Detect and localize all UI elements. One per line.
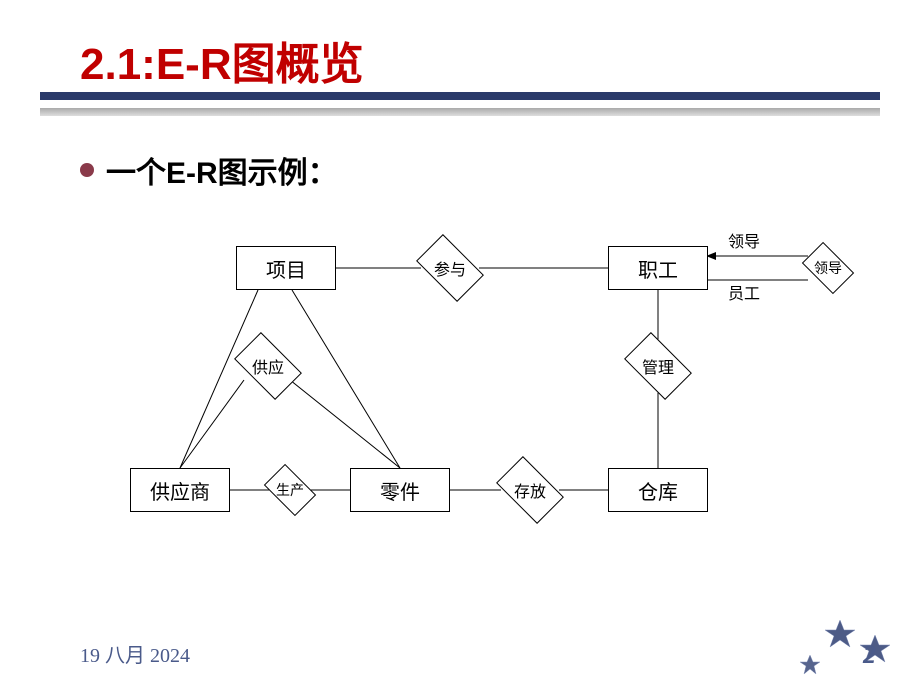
footer-date: 19 八月 2024	[80, 639, 190, 668]
entity-warehouse: 仓库	[608, 468, 708, 512]
slide-title: 2.1:E-R图概览	[80, 28, 364, 92]
relationship-participate: 参与	[416, 234, 484, 302]
entity-employee: 职工	[608, 246, 708, 290]
relationship-supply: 供应	[234, 332, 302, 400]
relationship-manage: 管理	[624, 332, 692, 400]
er-diagram: 项目 职工供应商 零件 仓库 参与 领导供应 管理生产 存放 领导员工	[130, 220, 860, 540]
bullet-row: 一个E-R图示例：	[80, 148, 338, 192]
edge-label-0: 领导	[728, 228, 760, 252]
title-rule-light	[40, 108, 880, 116]
entity-part: 零件	[350, 468, 450, 512]
decorative-stars	[780, 600, 900, 680]
entity-project: 项目	[236, 246, 336, 290]
bullet-dot	[80, 163, 94, 177]
title-rule-dark	[40, 92, 880, 100]
page-number: 2	[863, 640, 876, 670]
relationship-produce: 生产	[264, 464, 316, 516]
edge-label-1: 员工	[728, 280, 760, 304]
bullet-text: 一个E-R图示例：	[106, 148, 338, 192]
entity-supplier: 供应商	[130, 468, 230, 512]
relationship-lead: 领导	[802, 242, 854, 294]
relationship-store: 存放	[496, 456, 564, 524]
